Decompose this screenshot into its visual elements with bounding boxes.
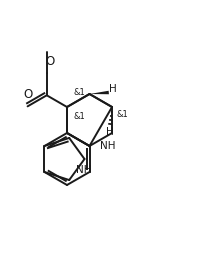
Text: &1: &1 [73,112,85,121]
Text: NH: NH [76,165,91,175]
Text: O: O [45,55,54,68]
Text: H: H [109,83,117,93]
Text: &1: &1 [116,110,128,119]
Text: NH: NH [100,141,115,151]
Text: &1: &1 [74,88,86,97]
Polygon shape [89,91,109,94]
Text: H: H [106,127,114,137]
Text: O: O [23,88,32,101]
